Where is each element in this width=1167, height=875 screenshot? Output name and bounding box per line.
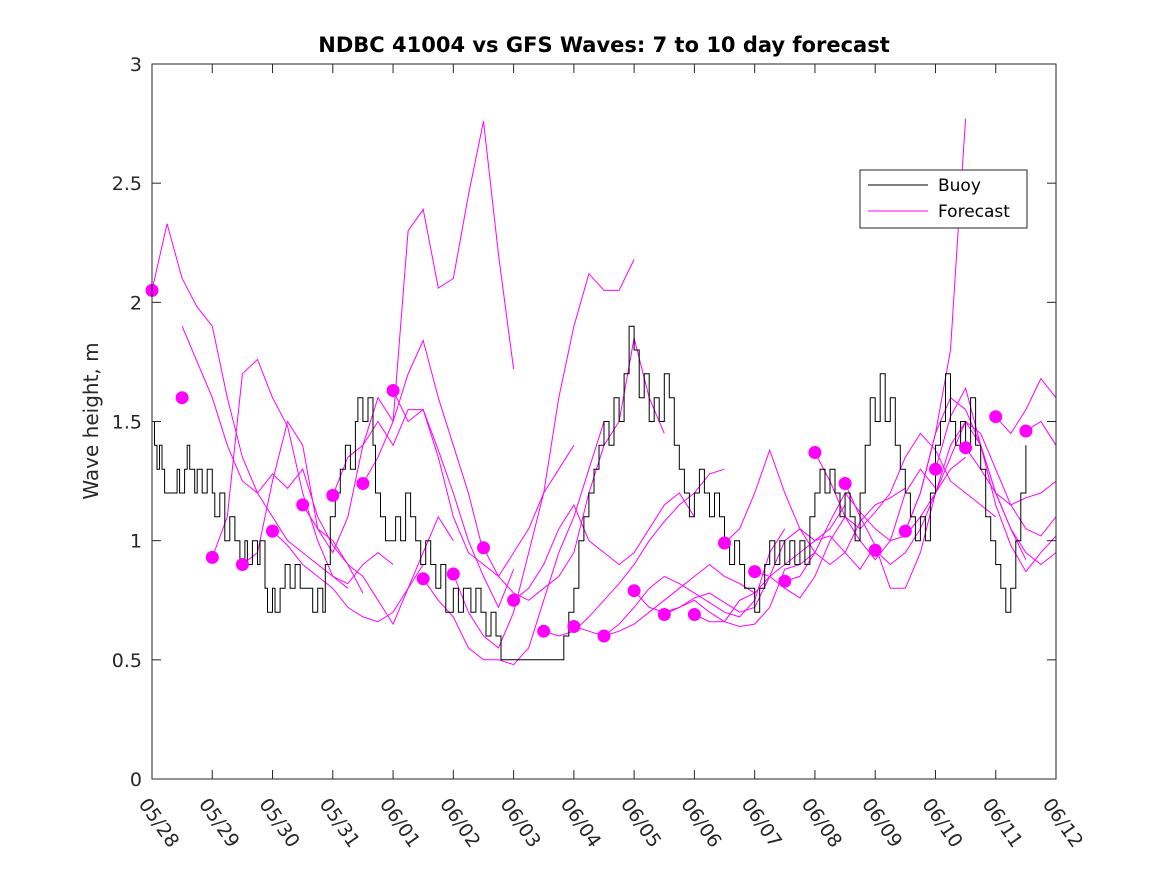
forecast-line-3 xyxy=(211,358,394,585)
forecast-marker-2 xyxy=(175,391,189,405)
forecast-marker-16 xyxy=(597,629,611,643)
forecast-line-11 xyxy=(452,259,635,649)
forecast-marker-30 xyxy=(1019,424,1033,438)
forecast-marker-13 xyxy=(507,593,521,607)
forecast-marker-14 xyxy=(537,624,551,638)
forecast-line-5 xyxy=(272,515,454,623)
y-axis-label: Wave height, m xyxy=(79,342,103,499)
forecast-marker-22 xyxy=(778,574,792,588)
forecast-marker-5 xyxy=(266,524,279,538)
y-tick-label: 2.5 xyxy=(112,173,142,195)
y-tick-label: 1.5 xyxy=(112,412,142,434)
forecast-marker-19 xyxy=(687,608,701,621)
forecast-marker-21 xyxy=(748,565,762,579)
forecast-marker-11 xyxy=(446,567,460,581)
y-tick-label: 1 xyxy=(130,531,142,553)
forecast-line-2 xyxy=(181,326,364,594)
forecast-marker-24 xyxy=(838,477,852,490)
buoy-series xyxy=(152,325,1027,661)
forecast-line-30 xyxy=(995,377,1057,435)
forecast-marker-18 xyxy=(657,608,671,621)
forecast-marker-26 xyxy=(898,524,912,538)
forecast-marker-28 xyxy=(959,441,973,455)
forecast-marker-20 xyxy=(718,536,731,550)
forecast-line-13 xyxy=(513,492,695,601)
forecast-marker-29 xyxy=(989,410,1003,424)
legend: Buoy Forecast xyxy=(859,169,1028,229)
forecast-marker-6 xyxy=(296,498,310,512)
forecast-line-10 xyxy=(422,421,605,666)
forecast-marker-23 xyxy=(808,446,822,459)
forecast-marker-3 xyxy=(205,550,219,564)
forecast-marker-4 xyxy=(235,558,249,571)
forecast-marker-12 xyxy=(477,541,490,555)
y-tick-label: 0.5 xyxy=(112,650,142,672)
legend-box xyxy=(859,169,1028,229)
forecast-start-markers xyxy=(145,283,1033,643)
legend-label-buoy: Buoy xyxy=(938,176,981,196)
forecast-marker-25 xyxy=(868,543,882,557)
forecast-marker-10 xyxy=(416,572,430,586)
y-tick-label: 3 xyxy=(130,54,142,76)
forecast-marker-7 xyxy=(326,488,340,502)
forecast-marker-15 xyxy=(567,620,581,633)
forecast-marker-8 xyxy=(356,477,370,490)
chart-title: NDBC 41004 vs GFS Waves: 7 to 10 day for… xyxy=(318,33,889,57)
forecast-marker-9 xyxy=(386,384,400,397)
y-tick-label: 2 xyxy=(130,292,142,314)
forecast-line-1 xyxy=(151,223,349,589)
forecast-marker-27 xyxy=(929,462,942,476)
legend-label-forecast: Forecast xyxy=(938,202,1010,222)
forecast-line-8 xyxy=(362,121,515,484)
forecast-marker-17 xyxy=(627,584,641,598)
forecast-line-4 xyxy=(242,420,424,626)
y-tick-label: 0 xyxy=(130,769,142,791)
buoy-line xyxy=(152,325,1027,661)
forecast-line-28 xyxy=(935,386,1057,573)
